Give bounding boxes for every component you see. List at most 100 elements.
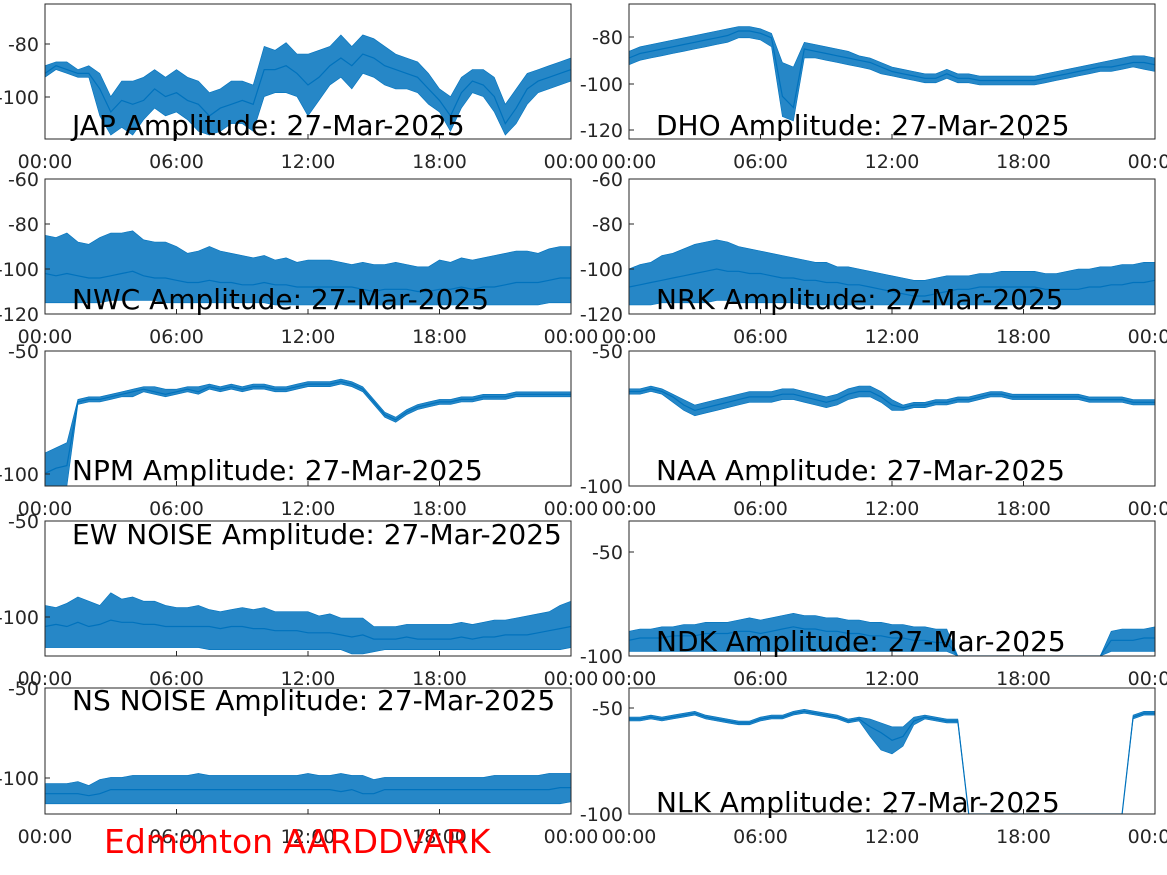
- panel-title: NWC Amplitude: 27-Mar-2025: [72, 283, 489, 316]
- x-tick-label: 00:00: [602, 326, 657, 348]
- x-tick-label: 06:00: [149, 326, 204, 348]
- station-label: Edmonton AARDDVARK: [104, 822, 491, 861]
- series-line: [629, 626, 1155, 656]
- x-tick-label: 00:00: [18, 326, 73, 348]
- chart-panel-10: 00:00 06:00 12:00 18:00 00:00 -50 -100 NLK Ampl…: [580, 687, 1167, 848]
- series-line: [629, 388, 1155, 412]
- x-tick-label: 18:00: [412, 151, 467, 173]
- panel-title: NAA Amplitude: 27-Mar-2025: [656, 454, 1065, 487]
- y-tick-label: -80: [8, 214, 39, 236]
- y-tick-label: -100: [580, 804, 623, 826]
- panel-title: NS NOISE Amplitude: 27-Mar-2025: [72, 684, 555, 717]
- y-tick-label: -50: [592, 341, 623, 363]
- y-tick-label: -120: [580, 120, 623, 142]
- x-tick-label: 18:00: [996, 326, 1051, 348]
- series-line: [629, 30, 1155, 109]
- panel-title: DHO Amplitude: 27-Mar-2025: [656, 109, 1070, 142]
- y-tick-label: -80: [592, 27, 623, 49]
- y-tick-label: -50: [8, 511, 39, 533]
- y-tick-label: -100: [0, 87, 39, 109]
- chart-panel-7: 00:00 06:00 12:00 18:00 00:00 -50 -100 EW NOISE…: [0, 511, 598, 690]
- series-line: [45, 380, 571, 474]
- series-line: [629, 268, 1155, 297]
- y-tick-label: -50: [592, 698, 623, 720]
- y-tick-label: -100: [0, 607, 39, 629]
- x-tick-label: 06:00: [733, 668, 788, 690]
- x-tick-label: 00:00: [18, 498, 73, 520]
- x-tick-label: 18:00: [412, 668, 467, 690]
- x-tick-label: 12:00: [865, 668, 920, 690]
- y-tick-label: -100: [0, 464, 39, 486]
- x-tick-label: 18:00: [996, 151, 1051, 173]
- y-tick-label: -120: [580, 304, 623, 326]
- y-tick-label: -100: [580, 646, 623, 668]
- panel-title: JAP Amplitude: 27-Mar-2025: [70, 109, 465, 142]
- y-tick-label: -100: [580, 476, 623, 498]
- x-tick-label: 06:00: [733, 151, 788, 173]
- series-band: [629, 708, 1155, 814]
- x-tick-label: 00:00: [544, 668, 599, 690]
- x-tick-label: 06:00: [733, 326, 788, 348]
- series-line: [45, 787, 571, 797]
- x-tick-label: 12:00: [865, 326, 920, 348]
- x-tick-label: 00:00: [602, 498, 657, 520]
- chart-panel-3: 00:00 06:00 12:00 18:00 00:00 -60 -80 -100 -120 N…: [0, 169, 598, 348]
- x-tick-label: 12:00: [865, 498, 920, 520]
- chart-panel-8: 00:00 06:00 12:00 18:00 00:00 -50 -100 NDK Ampl…: [580, 520, 1167, 690]
- x-tick-label: 00:00: [602, 826, 657, 848]
- x-tick-label: 00:00: [544, 826, 599, 848]
- x-tick-label: 18:00: [996, 668, 1051, 690]
- chart-panel-5: 00:00 06:00 12:00 18:00 00:00 -50 -100 NPM Ampl…: [0, 341, 598, 520]
- y-tick-label: -80: [592, 214, 623, 236]
- y-tick-label: -50: [8, 341, 39, 363]
- series-band: [45, 773, 571, 805]
- series-band: [629, 26, 1155, 122]
- x-tick-label: 00:00: [1128, 826, 1167, 848]
- x-tick-label: 12:00: [281, 498, 336, 520]
- x-tick-label: 00:00: [602, 151, 657, 173]
- series-band: [45, 592, 571, 655]
- series-band: [629, 612, 1155, 656]
- series-line: [45, 270, 571, 293]
- x-tick-label: 12:00: [281, 151, 336, 173]
- series-band: [629, 239, 1155, 306]
- x-tick-label: 06:00: [149, 826, 204, 848]
- x-tick-label: 00:00: [18, 151, 73, 173]
- y-tick-label: -60: [8, 169, 39, 191]
- y-tick-label: -80: [8, 34, 39, 56]
- x-tick-label: 00:00: [18, 668, 73, 690]
- panel-title: NDK Amplitude: 27-Mar-2025: [656, 625, 1066, 658]
- x-tick-label: 06:00: [733, 826, 788, 848]
- y-tick-label: -100: [0, 259, 39, 281]
- series-line: [45, 619, 571, 640]
- chart-panel-9: 00:00 06:00 12:00 18:00 00:00 -50 -100 NS NOISE…: [0, 678, 598, 848]
- y-tick-label: -50: [8, 678, 39, 700]
- series-band: [45, 378, 571, 486]
- x-tick-label: 00:00: [1128, 668, 1167, 690]
- panel-title: NLK Amplitude: 27-Mar-2025: [656, 786, 1060, 819]
- y-tick-label: -120: [0, 304, 39, 326]
- series-line: [45, 53, 571, 125]
- x-tick-label: 12:00: [281, 826, 336, 848]
- chart-panel-4: 00:00 06:00 12:00 18:00 00:00 -60 -80 -100 -120 N…: [580, 169, 1167, 348]
- x-tick-label: 12:00: [865, 151, 920, 173]
- series-line: [629, 710, 1155, 814]
- x-tick-label: 18:00: [996, 826, 1051, 848]
- series-band: [629, 385, 1155, 417]
- panel-title: EW NOISE Amplitude: 27-Mar-2025: [72, 518, 562, 551]
- y-tick-label: -100: [580, 74, 623, 96]
- x-tick-label: 18:00: [412, 326, 467, 348]
- chart-panel-2: 00:00 06:00 12:00 18:00 00:00 -80 -100 -120 DHO …: [580, 3, 1167, 173]
- chart-panel-6: 00:00 06:00 12:00 18:00 00:00 -50 -100 NAA Ampl…: [580, 341, 1167, 520]
- x-tick-label: 06:00: [149, 668, 204, 690]
- y-tick-label: -100: [580, 259, 623, 281]
- x-tick-label: 12:00: [865, 826, 920, 848]
- x-tick-label: 12:00: [281, 668, 336, 690]
- chart-panel-1: 00:00 06:00 12:00 18:00 00:00 -80 -100 JAP Ampl…: [0, 3, 598, 173]
- x-tick-label: 00:00: [1128, 151, 1167, 173]
- y-tick-label: -60: [592, 169, 623, 191]
- panel-title: NPM Amplitude: 27-Mar-2025: [72, 454, 483, 487]
- x-tick-label: 06:00: [149, 151, 204, 173]
- x-tick-label: 00:00: [18, 826, 73, 848]
